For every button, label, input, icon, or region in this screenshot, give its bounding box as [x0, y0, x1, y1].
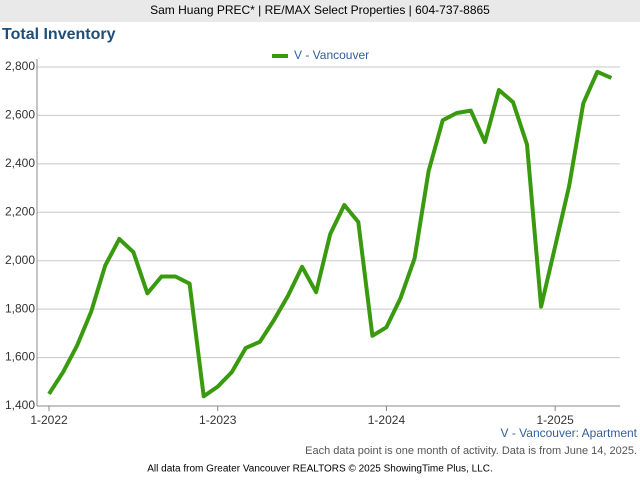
y-tick-label: 1,600	[5, 350, 35, 364]
y-tick-label: 2,200	[5, 204, 35, 218]
header-bar	[0, 0, 640, 22]
header: Sam Huang PREC* | RE/MAX Select Properti…	[150, 3, 490, 17]
y-tick-label: 1,800	[5, 301, 35, 315]
y-tick-label: 2,800	[5, 59, 35, 73]
chart-title: Total Inventory	[2, 26, 116, 43]
y-tick-label: 2,000	[5, 253, 35, 267]
x-tick-label: 1-2025	[536, 413, 574, 427]
legend-label: V - Vancouver	[294, 48, 369, 62]
y-tick-label: 1,400	[5, 398, 35, 412]
series-line	[47, 69, 613, 399]
x-tick-label: 1-2022	[30, 413, 68, 427]
subtitle: V - Vancouver: Apartment	[500, 426, 637, 440]
y-tick-label: 2,600	[5, 108, 35, 122]
note: Each data point is one month of activity…	[305, 445, 637, 457]
x-tick-label: 1-2024	[368, 413, 406, 427]
x-tick-label: 1-2023	[199, 413, 237, 427]
y-tick-label: 2,400	[5, 156, 35, 170]
source: All data from Greater Vancouver REALTORS…	[147, 464, 492, 475]
